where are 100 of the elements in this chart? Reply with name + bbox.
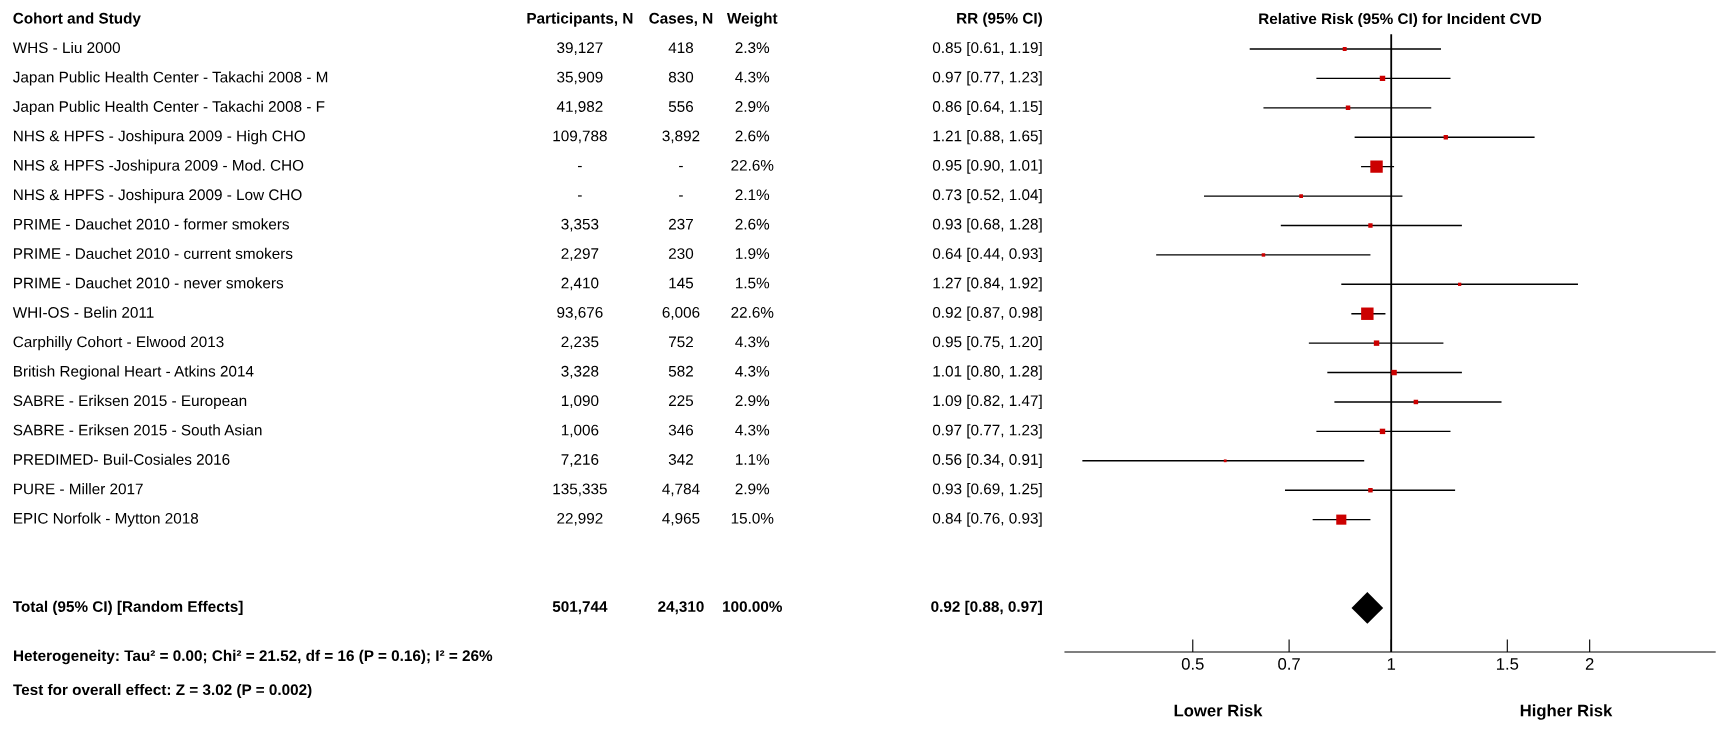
text: 1,090 bbox=[561, 395, 599, 408]
text: 4,784 bbox=[662, 483, 700, 497]
category-label: SABRE - Eriksen 2015 - European bbox=[13, 394, 247, 410]
text: 1.1% bbox=[736, 454, 770, 465]
text: 4.3% bbox=[735, 365, 770, 377]
text: 22.6% bbox=[731, 307, 774, 318]
text: 100.00% bbox=[723, 601, 782, 612]
x-tick-label: 2 bbox=[1585, 658, 1594, 670]
text: 0.56 [0.34, 0.91] bbox=[932, 453, 1042, 468]
text: 1.01 [0.80, 1.28] bbox=[933, 365, 1042, 380]
x-tick-label: 1 bbox=[1387, 658, 1396, 670]
category-label: WHI-OS - Belin 2011 bbox=[12, 306, 154, 318]
text: 556 bbox=[668, 101, 694, 112]
category-label: NHS & HPFS -Joshipura 2009 - Mod. CHO bbox=[14, 159, 304, 174]
text: 830 bbox=[668, 71, 694, 83]
text: 2.9% bbox=[735, 101, 770, 112]
text: 0.92 [0.88, 0.97] bbox=[931, 600, 1042, 615]
text: - bbox=[679, 195, 683, 197]
text: 4.3% bbox=[735, 336, 770, 348]
chart-title: Relative Risk (95% CI) for Incident CVD bbox=[1259, 12, 1542, 28]
category-label: NHS & HPFS - Joshipura 2009 - Low CHO bbox=[14, 188, 302, 204]
category-label: NHS & HPFS - Joshipura 2009 - High CHO bbox=[14, 130, 305, 145]
text: 2.9% bbox=[735, 395, 770, 407]
category-label: Japan Public Health Center - Takachi 2008 - M bbox=[13, 71, 328, 86]
text: 0.73 [0.52, 1.04] bbox=[932, 188, 1042, 204]
category-label: PURE - Miller 2017 bbox=[14, 483, 143, 495]
text: 0.85 [0.61, 1.19] bbox=[932, 41, 1042, 57]
text: 3,353 bbox=[561, 218, 599, 232]
text: 35,909 bbox=[557, 71, 603, 85]
text: 22,992 bbox=[557, 512, 603, 526]
category-label: Weight bbox=[726, 12, 778, 27]
x-tick-label: 1.5 bbox=[1496, 658, 1519, 670]
text: 225 bbox=[668, 395, 694, 407]
text: 0.97 [0.77, 1.23] bbox=[932, 71, 1042, 86]
text: 342 bbox=[668, 454, 693, 465]
text: 2,410 bbox=[561, 277, 599, 291]
x-tick-label: 0.5 bbox=[1181, 658, 1204, 670]
text: 3,892 bbox=[662, 130, 700, 144]
category-label: RR (95% CI) bbox=[957, 12, 1042, 27]
text: 22.6% bbox=[731, 159, 774, 171]
text: - bbox=[578, 165, 582, 168]
text: 109,788 bbox=[553, 130, 607, 144]
text: 0.86 [0.64, 1.15] bbox=[932, 100, 1042, 115]
text: 582 bbox=[668, 365, 693, 377]
category-label: WHS - Liu 2000 bbox=[12, 41, 121, 54]
text: 3,328 bbox=[561, 365, 599, 379]
text: 0.95 [0.90, 1.01] bbox=[932, 159, 1042, 174]
text: 0.84 [0.76, 0.93] bbox=[932, 512, 1042, 527]
category-label: PRIME - Dauchet 2010 - never smokers bbox=[14, 277, 284, 289]
category-label: PREDIMED- Buil-Cosiales 2016 bbox=[14, 453, 230, 465]
text: 1.21 [0.88, 1.65] bbox=[933, 130, 1042, 145]
text: 135,335 bbox=[553, 483, 607, 497]
text: 93,676 bbox=[557, 307, 603, 320]
text: 0.93 [0.68, 1.28] bbox=[932, 218, 1042, 233]
category-label: Total (95% CI) [Random Effects] bbox=[12, 600, 243, 615]
category-label: Cases, N bbox=[649, 12, 713, 26]
category-label: EPIC Norfolk - Mytton 2018 bbox=[14, 512, 199, 527]
text: Heterogeneity: Tau² = 0.00; Chi² = 21.52, df = 16 (P = 0.16); I² = 26% bbox=[14, 649, 493, 665]
text: 2.1% bbox=[735, 189, 770, 201]
text: 346 bbox=[668, 424, 694, 436]
text: Cohort and Study bbox=[13, 12, 141, 27]
text: 41,982 bbox=[556, 101, 603, 114]
text: 1.9% bbox=[736, 248, 770, 259]
category-label: SABRE - Eriksen 2015 - South Asian bbox=[13, 424, 262, 436]
text: 752 bbox=[669, 336, 693, 348]
category-label: British Regional Heart - Atkins 2014 bbox=[14, 365, 254, 380]
text: 4,965 bbox=[662, 512, 700, 526]
text: 2.6% bbox=[735, 218, 770, 230]
text: 2.6% bbox=[735, 130, 770, 142]
text: Higher Risk bbox=[1520, 704, 1613, 720]
category-label: Participants, N bbox=[527, 12, 633, 27]
text: 145 bbox=[669, 277, 694, 289]
text: 4.3% bbox=[735, 71, 770, 83]
text: 0.93 [0.69, 1.25] bbox=[932, 483, 1042, 498]
text: 0.95 [0.75, 1.20] bbox=[932, 336, 1042, 351]
text: 2,235 bbox=[561, 336, 599, 350]
text: 0.92 [0.87, 0.98] bbox=[932, 306, 1042, 321]
text: 237 bbox=[668, 218, 693, 230]
text: 230 bbox=[668, 248, 694, 259]
text: - bbox=[679, 165, 683, 168]
text: 1,006 bbox=[561, 424, 599, 438]
text: 418 bbox=[668, 42, 694, 54]
text: 501,744 bbox=[552, 601, 608, 615]
x-tick-label: 0.7 bbox=[1278, 658, 1300, 670]
text: 1.27 [0.84, 1.92] bbox=[933, 277, 1042, 292]
category-label: Japan Public Health Center - Takachi 2008 - F bbox=[13, 100, 325, 115]
text: 24,310 bbox=[658, 601, 704, 615]
text: 0.97 [0.77, 1.23] bbox=[932, 424, 1042, 439]
text: Test for overall effect: Z = 3.02 (P = 0.002) bbox=[13, 683, 312, 699]
text: - bbox=[578, 195, 582, 197]
category-label: PRIME - Dauchet 2010 - current smokers bbox=[14, 247, 293, 259]
text: 39,127 bbox=[557, 42, 603, 55]
text: 6,006 bbox=[662, 307, 700, 320]
text: 1.09 [0.82, 1.47] bbox=[933, 394, 1042, 410]
text: 2.3% bbox=[735, 42, 770, 54]
text: 2,297 bbox=[561, 248, 599, 261]
category-label: PRIME - Dauchet 2010 - former smokers bbox=[14, 218, 289, 230]
text: Lower Risk bbox=[1174, 704, 1263, 717]
category-label: Carphilly Cohort - Elwood 2013 bbox=[13, 336, 224, 351]
text: 15.0% bbox=[731, 512, 774, 524]
